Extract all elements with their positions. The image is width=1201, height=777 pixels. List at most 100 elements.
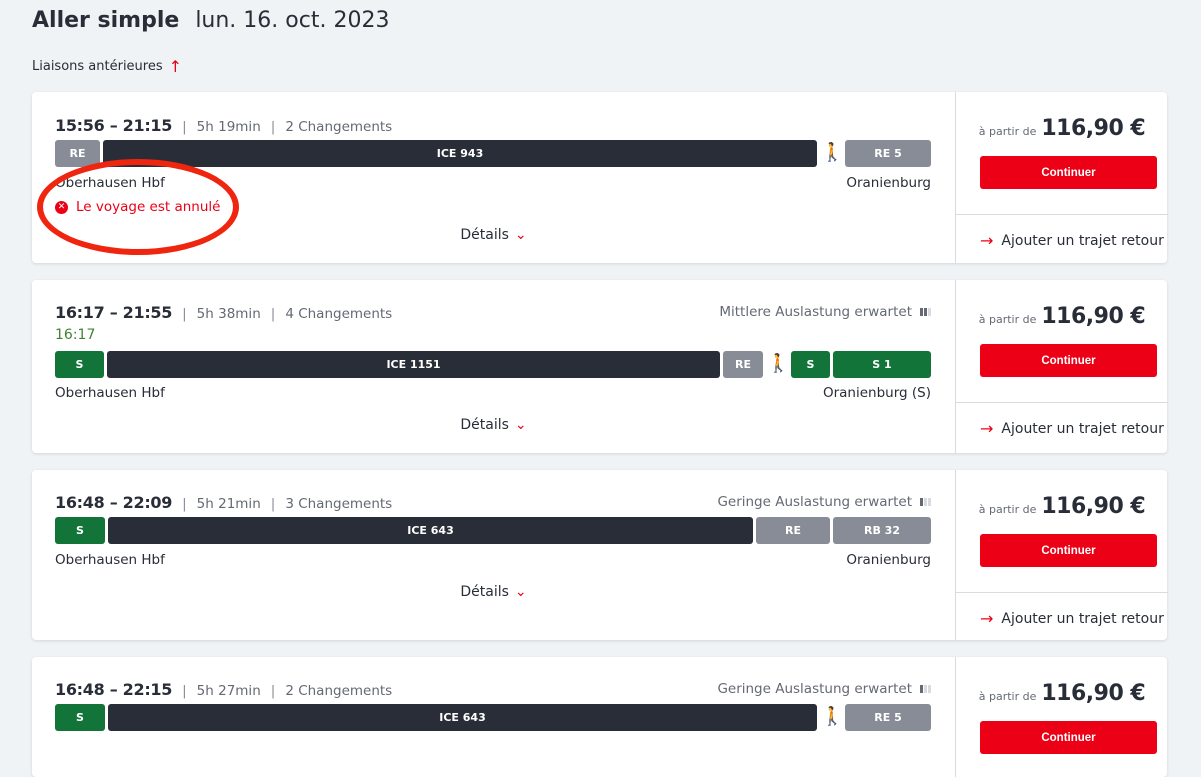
segment: S 1 xyxy=(833,351,931,378)
segment: ICE 1151 xyxy=(107,351,720,378)
origin-station: Oberhausen Hbf xyxy=(55,552,165,568)
connection-card: 16:48 – 22:09 | 5h 21min | 3 Changements Ger… xyxy=(32,470,1168,640)
segment: RE xyxy=(55,140,100,167)
add-return-link[interactable]: → Ajouter un trajet retour xyxy=(980,231,1164,250)
price-value: 116,90 € xyxy=(1041,116,1146,141)
occupancy: Geringe Auslastung erwartet xyxy=(717,494,931,510)
travel-date: lun. 16. oct. 2023 xyxy=(195,8,390,33)
segment: S xyxy=(55,517,105,544)
price-prefix: à partir de xyxy=(978,503,1037,516)
continue-button[interactable]: Continuer xyxy=(980,534,1157,567)
price: à partir de 116,90 € xyxy=(956,681,1168,706)
title: Aller simple xyxy=(32,8,180,33)
details-label: Détails xyxy=(460,227,509,243)
duration: 5h 38min xyxy=(196,306,261,322)
chevron-down-icon: ⌄ xyxy=(514,417,527,433)
segment: RB 32 xyxy=(833,517,931,544)
occupancy-text: Geringe Auslastung erwartet xyxy=(717,681,912,697)
cancelled-status: ✕ Le voyage est annulé xyxy=(55,199,220,215)
price-value: 116,90 € xyxy=(1041,304,1146,329)
destination-station: Oranienburg xyxy=(846,175,931,191)
occupancy-icon xyxy=(920,498,931,506)
duration: 5h 19min xyxy=(196,119,261,135)
return-label: Ajouter un trajet retour xyxy=(1001,420,1164,437)
earlier-connections-link[interactable]: Liaisons antérieures ↑ xyxy=(32,57,182,76)
connection-summary: 16:48 – 22:15 | 5h 27min | 2 Changements xyxy=(55,680,393,699)
times: 16:17 – 21:55 xyxy=(55,303,173,322)
times: 15:56 – 21:15 xyxy=(55,116,173,135)
occupancy-icon xyxy=(920,685,931,693)
arrow-up-icon: ↑ xyxy=(168,57,183,76)
add-return-link[interactable]: → Ajouter un trajet retour xyxy=(980,419,1164,438)
price: à partir de 116,90 € xyxy=(956,304,1168,329)
earlier-label: Liaisons antérieures xyxy=(32,59,163,74)
changes: 2 Changements xyxy=(285,683,393,699)
price-prefix: à partir de xyxy=(978,125,1037,138)
journey-bar: RE ICE 943 🚶 RE 5 xyxy=(55,140,931,167)
details-toggle[interactable]: Détails ⌄ xyxy=(32,584,955,600)
price-value: 116,90 € xyxy=(1041,681,1146,706)
continue-button[interactable]: Continuer xyxy=(980,156,1157,189)
arrow-right-icon: → xyxy=(980,609,994,628)
segment: S xyxy=(791,351,830,378)
occupancy: Mittlere Auslastung erwartet xyxy=(719,304,931,320)
price-value: 116,90 € xyxy=(1041,494,1146,519)
origin-station: Oberhausen Hbf xyxy=(55,175,165,191)
divider xyxy=(956,214,1168,215)
return-label: Ajouter un trajet retour xyxy=(1001,232,1164,249)
connection-summary: 15:56 – 21:15 | 5h 19min | 2 Changements xyxy=(55,116,393,135)
times: 16:48 – 22:09 xyxy=(55,493,173,512)
segment: S xyxy=(55,351,104,378)
occupancy-text: Geringe Auslastung erwartet xyxy=(717,494,912,510)
arrow-right-icon: → xyxy=(980,231,994,250)
details-toggle[interactable]: Détails ⌄ xyxy=(32,417,955,433)
price: à partir de 116,90 € xyxy=(956,116,1168,141)
segment: RE 5 xyxy=(845,704,931,731)
segment: ICE 943 xyxy=(103,140,817,167)
realtime-departure: 16:17 xyxy=(55,327,96,343)
price-prefix: à partir de xyxy=(978,313,1037,326)
return-label: Ajouter un trajet retour xyxy=(1001,610,1164,627)
chevron-down-icon: ⌄ xyxy=(514,584,527,600)
page-title: Aller simple lun. 16. oct. 2023 xyxy=(32,8,389,33)
journey-bar: S ICE 1151 RE 🚶 S S 1 xyxy=(55,351,931,378)
occupancy-icon xyxy=(920,308,931,316)
destination-station: Oranienburg xyxy=(846,552,931,568)
connection-summary: 16:17 – 21:55 | 5h 38min | 4 Changements xyxy=(55,303,393,322)
changes: 2 Changements xyxy=(285,119,393,135)
segment: RE 5 xyxy=(845,140,931,167)
segment: ICE 643 xyxy=(108,517,753,544)
price-prefix: à partir de xyxy=(978,690,1037,703)
walk-icon: 🚶 xyxy=(821,142,844,163)
continue-button[interactable]: Continuer xyxy=(980,721,1157,754)
segment: ICE 643 xyxy=(108,704,817,731)
segment: S xyxy=(55,704,105,731)
times: 16:48 – 22:15 xyxy=(55,680,173,699)
changes: 3 Changements xyxy=(285,496,393,512)
journey-bar: S ICE 643 🚶 RE 5 xyxy=(55,704,931,731)
continue-button[interactable]: Continuer xyxy=(980,344,1157,377)
journey-bar: S ICE 643 RE RB 32 xyxy=(55,517,931,544)
chevron-down-icon: ⌄ xyxy=(514,227,527,243)
walk-icon: 🚶 xyxy=(821,706,844,727)
duration: 5h 21min xyxy=(196,496,261,512)
error-icon: ✕ xyxy=(55,200,68,214)
segment: RE xyxy=(723,351,763,378)
divider xyxy=(956,592,1168,593)
status-text: Le voyage est annulé xyxy=(76,199,221,215)
connection-card: 16:48 – 22:15 | 5h 27min | 2 Changements Ger… xyxy=(32,657,1167,777)
changes: 4 Changements xyxy=(285,306,393,322)
origin-station: Oberhausen Hbf xyxy=(55,385,165,401)
add-return-link[interactable]: → Ajouter un trajet retour xyxy=(980,609,1164,628)
segment: RE xyxy=(756,517,830,544)
details-label: Détails xyxy=(460,584,509,600)
details-toggle[interactable]: Détails ⌄ xyxy=(32,227,955,243)
connection-card: 16:17 – 21:55 | 5h 38min | 4 Changements Mit… xyxy=(32,280,1168,453)
occupancy-text: Mittlere Auslastung erwartet xyxy=(719,304,912,320)
walk-icon: 🚶 xyxy=(767,353,790,374)
arrow-right-icon: → xyxy=(980,419,994,438)
details-label: Détails xyxy=(460,417,509,433)
occupancy: Geringe Auslastung erwartet xyxy=(717,681,931,697)
duration: 5h 27min xyxy=(196,683,261,699)
divider xyxy=(956,402,1168,403)
